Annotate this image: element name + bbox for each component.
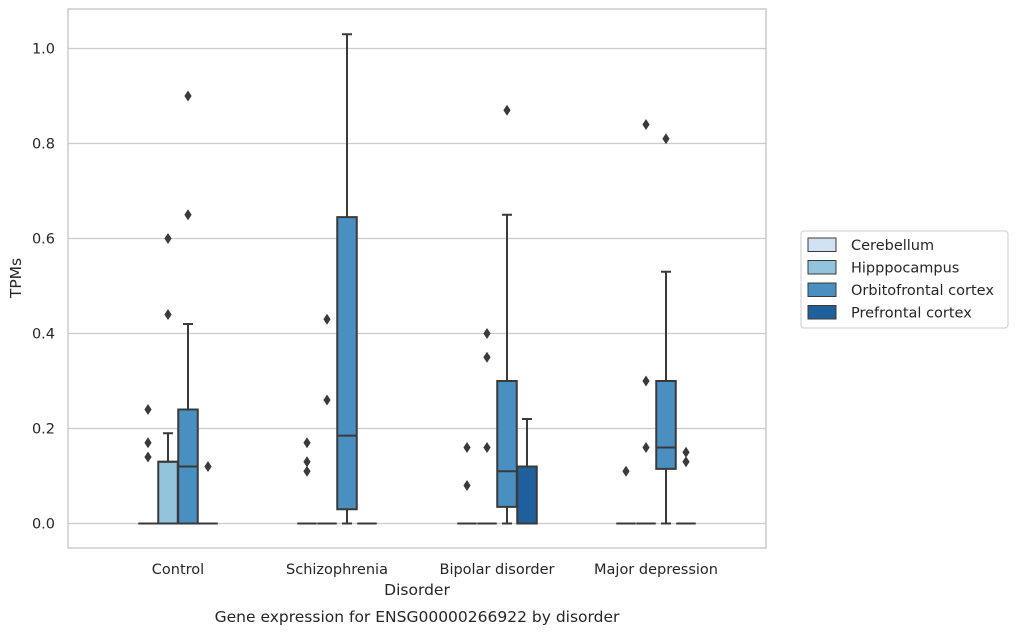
legend: Cerebellum Hipppocampus Orbitofrontal cort… bbox=[800, 230, 1009, 329]
outlier-point bbox=[303, 437, 311, 449]
outlier-point bbox=[503, 104, 511, 116]
legend-swatch bbox=[807, 282, 837, 297]
outlier-point bbox=[164, 309, 172, 320]
box-series bbox=[138, 33, 696, 525]
box bbox=[676, 446, 696, 525]
box bbox=[516, 418, 538, 525]
legend-swatch bbox=[807, 260, 837, 275]
box bbox=[317, 313, 337, 525]
box bbox=[457, 442, 477, 525]
chart-caption: Gene expression for ENSG00000266922 by d… bbox=[215, 608, 620, 626]
x-axis-label: Disorder bbox=[384, 581, 450, 599]
box bbox=[297, 437, 317, 525]
box-body bbox=[336, 216, 358, 511]
outlier-point bbox=[682, 456, 690, 468]
outlier-point bbox=[622, 465, 630, 477]
series-hipppocampus bbox=[157, 119, 656, 525]
outlier-point bbox=[303, 465, 311, 477]
series-cerebellum bbox=[138, 404, 636, 525]
y-axis-ticks: 0.0 0.2 0.4 0.6 0.8 1.0 bbox=[32, 42, 55, 533]
box bbox=[198, 461, 218, 525]
outlier-point bbox=[642, 442, 650, 453]
x-tick-label: Bipolar disorder bbox=[440, 562, 555, 578]
outlier-point bbox=[323, 313, 331, 325]
outlier-point bbox=[303, 456, 311, 468]
box bbox=[496, 104, 518, 525]
outlier-point bbox=[483, 328, 491, 339]
legend-label: Hipppocampus bbox=[851, 261, 959, 277]
legend-label: Orbitofrontal cortex bbox=[851, 283, 994, 299]
box-body bbox=[516, 465, 538, 525]
legend-swatch bbox=[807, 237, 837, 252]
legend-swatch bbox=[807, 305, 837, 320]
outlier-point bbox=[642, 375, 650, 387]
y-tick-label: 1.0 bbox=[32, 42, 55, 58]
outlier-point bbox=[144, 451, 152, 463]
y-tick-label: 0.2 bbox=[32, 422, 55, 438]
y-tick-label: 0.0 bbox=[32, 517, 55, 533]
box bbox=[477, 328, 497, 525]
box-body bbox=[157, 460, 179, 525]
outlier-point bbox=[682, 446, 690, 458]
outlier-point bbox=[184, 209, 192, 221]
outlier-point bbox=[323, 394, 331, 406]
outlier-point bbox=[463, 442, 471, 453]
outlier-point bbox=[144, 404, 152, 415]
series-orbitofrontal-cortex bbox=[177, 33, 677, 525]
x-tick-label: Control bbox=[152, 562, 204, 578]
outlier-point bbox=[662, 133, 670, 145]
box-body bbox=[655, 380, 677, 470]
outlier-point bbox=[483, 442, 491, 453]
outlier-point bbox=[463, 480, 471, 491]
y-tick-label: 0.6 bbox=[32, 232, 55, 248]
box bbox=[138, 404, 158, 525]
x-tick-label: Major depression bbox=[594, 562, 718, 578]
x-axis-ticks: Control Schizophrenia Bipolar disorder Majo… bbox=[152, 562, 718, 578]
legend-label: Cerebellum bbox=[851, 238, 934, 254]
outlier-point bbox=[483, 351, 491, 363]
box bbox=[177, 90, 199, 525]
y-tick-label: 0.8 bbox=[32, 137, 55, 153]
y-axis-label: TPMs bbox=[7, 258, 25, 299]
legend-label: Prefrontal cortex bbox=[851, 306, 972, 322]
outlier-point bbox=[184, 90, 192, 102]
outlier-point bbox=[164, 233, 172, 244]
outlier-point bbox=[144, 437, 152, 449]
box-body bbox=[496, 380, 518, 508]
legend-frame bbox=[800, 230, 1009, 329]
box bbox=[336, 33, 358, 525]
series-prefrontal-cortex bbox=[198, 418, 696, 525]
outlier-point bbox=[204, 461, 212, 472]
x-tick-label: Schizophrenia bbox=[286, 562, 388, 578]
box bbox=[616, 465, 636, 525]
outlier-point bbox=[642, 119, 650, 130]
box bbox=[636, 119, 656, 525]
box bbox=[655, 133, 677, 525]
y-tick-label: 0.4 bbox=[32, 327, 55, 343]
